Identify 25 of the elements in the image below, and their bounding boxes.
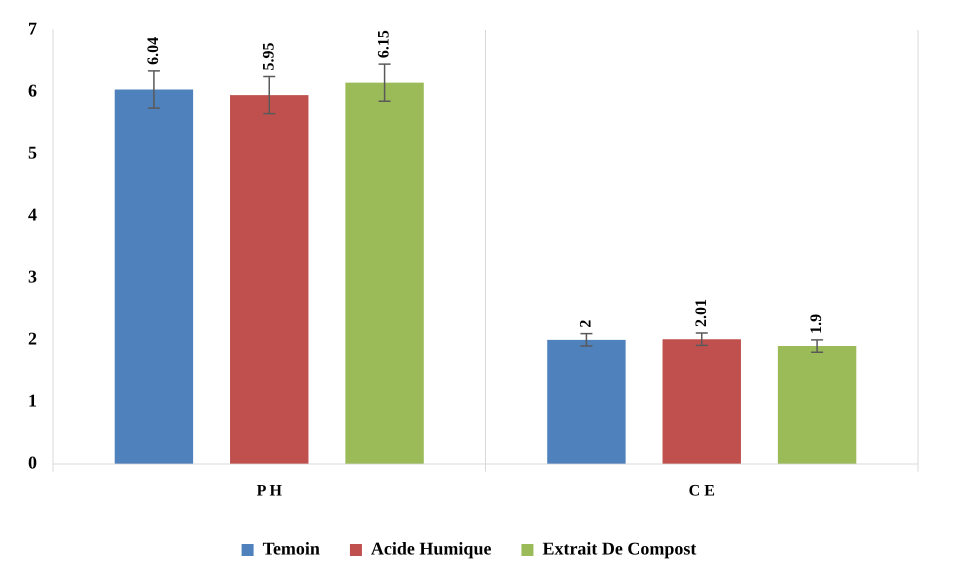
y-tick-label: 5	[28, 142, 37, 163]
bar	[345, 82, 424, 464]
bar	[230, 95, 308, 464]
data-label: 1.9	[808, 314, 826, 334]
bar	[547, 340, 626, 464]
y-tick-label: 6	[28, 80, 37, 101]
y-tick-label: 0	[28, 452, 37, 472]
data-label: 2.01	[692, 299, 710, 328]
data-label: 5.95	[260, 42, 278, 70]
y-tick-label: 1	[28, 390, 37, 410]
y-tick-label: 3	[28, 266, 37, 287]
data-label: 6.04	[145, 36, 162, 65]
data-label: 6.15	[376, 30, 393, 58]
bar	[778, 346, 856, 464]
bar	[114, 89, 194, 464]
data-label: 2	[578, 320, 595, 328]
y-tick-label: 2	[28, 328, 37, 349]
legend-label: Acide Humique	[370, 538, 492, 559]
y-tick-label: 4	[28, 204, 37, 225]
legend-label: Extrait De Compost	[542, 538, 696, 559]
y-tick-label: 7	[28, 18, 37, 39]
bar	[662, 339, 741, 464]
x-tick-label: P H	[256, 482, 282, 500]
legend-label: Temoin	[262, 538, 320, 559]
x-tick-label: C E	[688, 482, 715, 500]
